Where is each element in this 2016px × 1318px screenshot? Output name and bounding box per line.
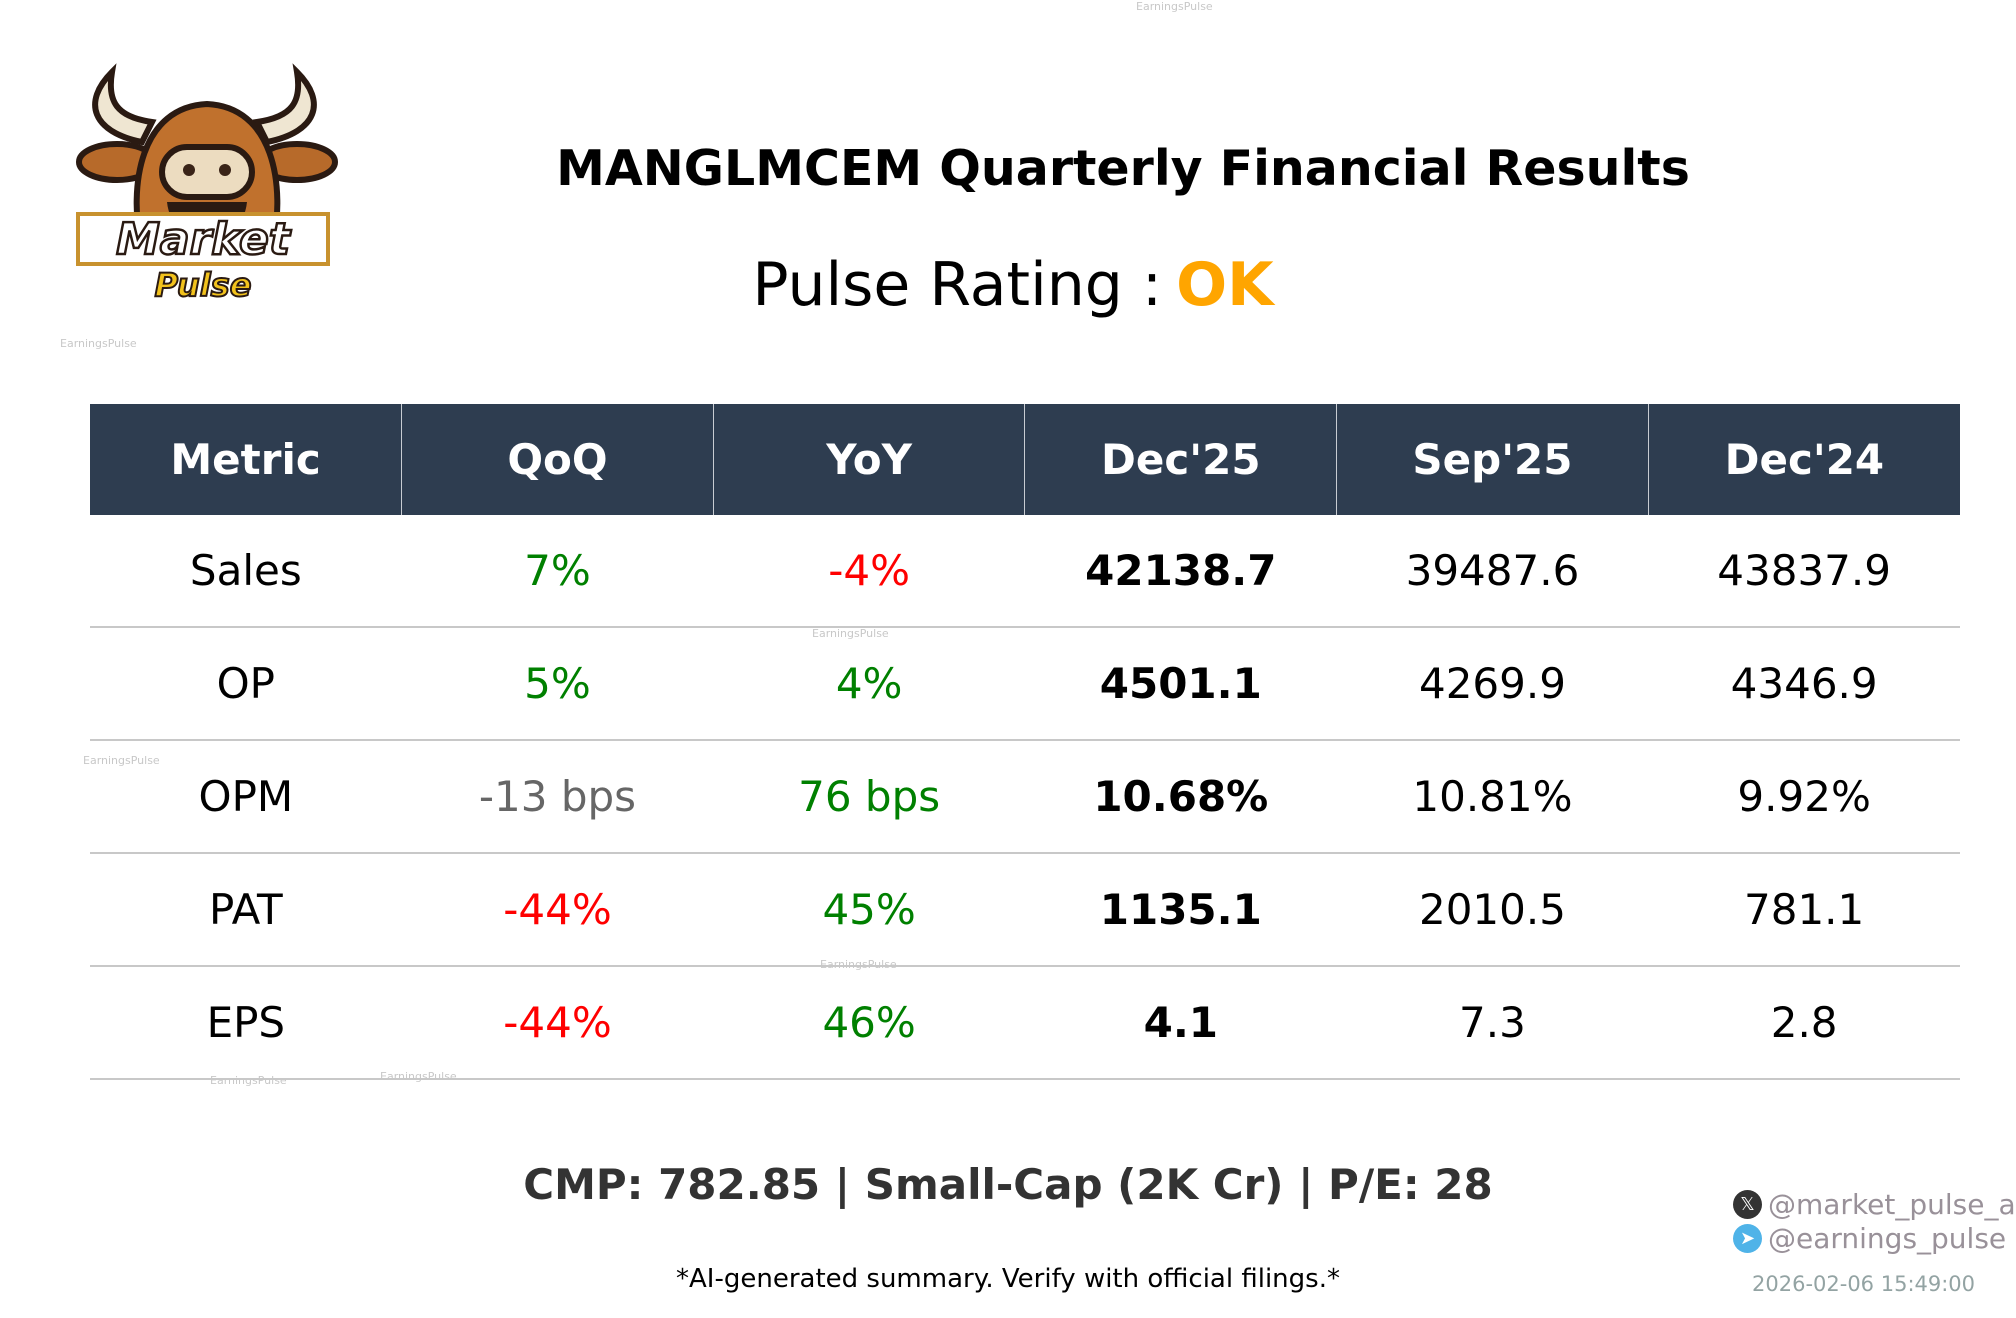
cell-yoy: 4% — [713, 627, 1025, 741]
cell-yoy: 76 bps — [713, 740, 1025, 854]
cell-qoq: 5% — [401, 627, 714, 741]
column-header: QoQ — [401, 404, 714, 515]
column-header: Dec'25 — [1024, 404, 1337, 515]
cell-dec24: 43837.9 — [1648, 515, 1960, 628]
x-logo-icon: 𝕏 — [1733, 1190, 1762, 1219]
telegram-icon: ➤ — [1733, 1224, 1762, 1253]
cell-sep25: 39487.6 — [1336, 515, 1649, 628]
cell-dec25: 42138.7 — [1024, 515, 1337, 628]
pulse-rating: Pulse Rating : OK — [0, 250, 2016, 320]
cell-qoq: -44% — [401, 853, 714, 967]
table-row: Sales 7% -4% 42138.7 39487.6 43837.9 — [90, 515, 1960, 628]
cell-sep25: 10.81% — [1336, 740, 1649, 854]
table-row: EPS -44% 46% 4.1 7.3 2.8 — [90, 966, 1960, 1080]
disclaimer: *AI-generated summary. Verify with offic… — [676, 1264, 1340, 1294]
cell-yoy: -4% — [713, 515, 1025, 628]
column-header: Dec'24 — [1647, 404, 1960, 515]
cell-qoq: 7% — [401, 515, 714, 628]
cell-yoy: 45% — [713, 853, 1025, 967]
cell-dec24: 9.92% — [1648, 740, 1960, 854]
table-row: OP 5% 4% 4501.1 4269.9 4346.9 — [90, 627, 1960, 741]
column-header: Sep'25 — [1336, 404, 1649, 515]
cell-qoq: -13 bps — [401, 740, 714, 854]
cell-metric: OPM — [90, 740, 402, 854]
cell-metric: EPS — [90, 966, 402, 1080]
logo-text: Pulse — [155, 266, 252, 304]
cell-yoy: 46% — [713, 966, 1025, 1080]
x-handle-text: @market_pulse_ai — [1768, 1188, 2016, 1221]
cell-metric: OP — [90, 627, 402, 741]
cell-sep25: 7.3 — [1336, 966, 1649, 1080]
watermark: EarningsPulse — [1136, 0, 1213, 13]
cell-metric: PAT — [90, 853, 402, 967]
market-pulse-logo: Market Pulse — [76, 63, 338, 305]
cell-dec25: 1135.1 — [1024, 853, 1337, 967]
cell-dec25: 10.68% — [1024, 740, 1337, 854]
table-row: OPM -13 bps 76 bps 10.68% 10.81% 9.92% — [90, 740, 1960, 854]
cell-metric: Sales — [90, 515, 402, 628]
cell-sep25: 4269.9 — [1336, 627, 1649, 741]
cell-dec25: 4501.1 — [1024, 627, 1337, 741]
cell-qoq: -44% — [401, 966, 714, 1080]
cell-dec24: 2.8 — [1648, 966, 1960, 1080]
table-row: PAT -44% 45% 1135.1 2010.5 781.1 — [90, 853, 1960, 967]
cell-dec24: 781.1 — [1648, 853, 1960, 967]
telegram-handle[interactable]: ➤ @earnings_pulse — [1733, 1222, 2006, 1255]
cell-sep25: 2010.5 — [1336, 853, 1649, 967]
timestamp: 2026-02-06 15:49:00 — [1752, 1272, 1976, 1296]
telegram-handle-text: @earnings_pulse — [1768, 1222, 2007, 1255]
logo-text: Market — [116, 214, 292, 265]
pulse-rating-value: OK — [1176, 250, 1274, 320]
financial-results-table: Metric QoQ YoY Dec'25 Sep'25 Dec'24 Sales 7% -4… — [90, 404, 1960, 1080]
cell-dec25: 4.1 — [1024, 966, 1337, 1080]
x-handle[interactable]: 𝕏 @market_pulse_ai — [1733, 1188, 2016, 1221]
market-summary: CMP: 782.85 | Small-Cap (2K Cr) | P/E: 2… — [523, 1160, 1493, 1209]
cell-dec24: 4346.9 — [1648, 627, 1960, 741]
column-header: YoY — [712, 404, 1025, 515]
column-header: Metric — [90, 404, 402, 515]
watermark: EarningsPulse — [60, 337, 137, 350]
pulse-rating-label: Pulse Rating : — [752, 250, 1163, 320]
page-title: MANGLMCEM Quarterly Financial Results — [556, 140, 1690, 197]
